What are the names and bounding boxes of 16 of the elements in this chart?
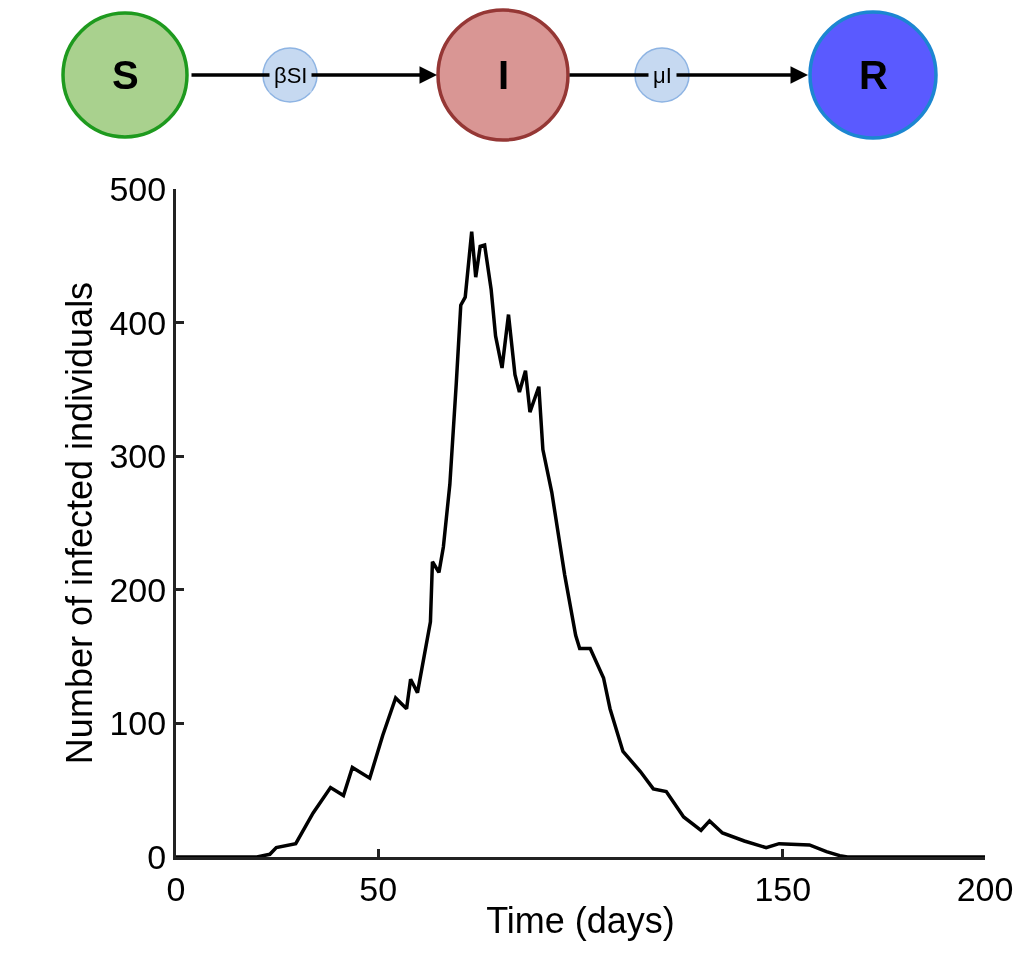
text: I (498, 53, 510, 97)
y-tick-label: 500 (109, 169, 167, 208)
y-axis-title: Number of infected individuals (59, 281, 101, 765)
y-tick-label: 200 (109, 570, 167, 609)
y-tick-label: 0 (147, 837, 167, 876)
y-tick-label: 100 (109, 704, 167, 743)
x-tick-label: 200 (956, 869, 1014, 908)
y-tick-label: 300 (109, 437, 167, 476)
text: βSI (274, 63, 308, 88)
x-tick-label: 150 (754, 869, 812, 908)
text: μI (653, 63, 672, 88)
text: R (859, 53, 888, 97)
x-axis-title: Time (days) (486, 900, 675, 942)
text: S (112, 53, 139, 97)
x-tick-label: 50 (359, 869, 398, 908)
y-tick-label: 400 (109, 303, 167, 342)
